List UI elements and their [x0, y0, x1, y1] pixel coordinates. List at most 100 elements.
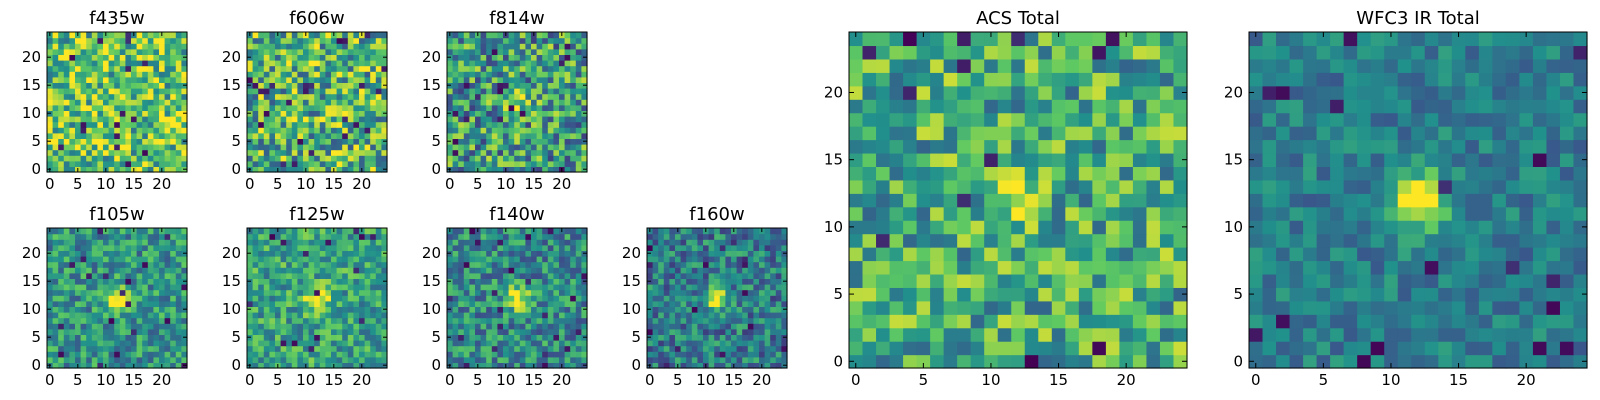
heatmap-cell: [170, 60, 177, 67]
heatmap-cell: [303, 76, 310, 83]
heatmap-cell: [252, 284, 259, 291]
heatmap-cell: [297, 256, 304, 263]
heatmap-cell: [663, 233, 670, 240]
heatmap-cell: [303, 345, 310, 352]
heatmap-cell: [463, 295, 470, 302]
heatmap-cell: [575, 37, 582, 44]
heatmap-cell: [480, 160, 487, 167]
heatmap-cell: [447, 88, 454, 95]
heatmap-cell: [258, 155, 265, 162]
heatmap-cell: [347, 54, 354, 61]
heatmap-cell: [263, 127, 270, 134]
heatmap-cell: [547, 121, 554, 128]
heatmap-cell: [876, 300, 891, 315]
heatmap-cell: [97, 160, 104, 167]
heatmap-cell: [119, 93, 126, 100]
heatmap-cell: [497, 317, 504, 324]
heatmap-cell: [559, 149, 566, 156]
heatmap-cell: [697, 323, 704, 330]
heatmap-cell: [131, 334, 138, 341]
heatmap-cell: [114, 93, 121, 100]
heatmap-cell: [943, 354, 958, 369]
heatmap-cell: [181, 300, 188, 307]
heatmap-cell: [75, 149, 82, 156]
heatmap-cell: [514, 88, 521, 95]
heatmap-cell: [108, 334, 115, 341]
heatmap-cell: [547, 32, 554, 39]
heatmap-cell: [331, 144, 338, 151]
heatmap-cell: [575, 48, 582, 55]
heatmap-cell: [108, 284, 115, 291]
heatmap-cell: [297, 32, 304, 39]
heatmap-cell: [486, 155, 493, 162]
heatmap-cell: [170, 71, 177, 78]
heatmap-cell: [452, 127, 459, 134]
heatmap-cell: [63, 43, 70, 50]
heatmap-cell: [175, 71, 182, 78]
heatmap-cell: [75, 295, 82, 302]
heatmap-cell: [1132, 273, 1148, 288]
heatmap-cell: [1159, 300, 1175, 315]
heatmap-cell: [47, 351, 54, 358]
heatmap-cell: [297, 267, 304, 274]
heatmap-cell: [491, 43, 498, 50]
heatmap-cell: [781, 345, 788, 352]
heatmap-cell: [570, 82, 577, 89]
heatmap-cell: [486, 99, 493, 106]
heatmap-cell: [119, 116, 126, 123]
heatmap-cell: [575, 88, 582, 95]
heatmap-cell: [381, 312, 388, 319]
heatmap-cell: [136, 244, 143, 251]
heatmap-cell: [269, 256, 276, 263]
heatmap-cell: [69, 340, 76, 347]
panel-title: f606w: [289, 8, 344, 29]
heatmap-cell: [1024, 260, 1039, 275]
heatmap-cell: [52, 317, 59, 324]
heatmap-cell: [703, 340, 710, 347]
heatmap-cell: [131, 256, 138, 263]
heatmap-cell: [658, 250, 665, 257]
heatmap-cell: [52, 312, 59, 319]
heatmap-cell: [303, 328, 310, 335]
heatmap-cell: [581, 300, 588, 307]
heatmap-cell: [747, 233, 754, 240]
heatmap-cell: [175, 54, 182, 61]
heatmap-cell: [252, 340, 259, 347]
heatmap-cell: [536, 233, 543, 240]
heatmap-cell: [775, 306, 782, 313]
heatmap-cell: [131, 104, 138, 111]
heatmap-cell: [359, 340, 366, 347]
heatmap-cell: [876, 354, 891, 369]
heatmap-cell: [80, 362, 87, 369]
heatmap-cell: [469, 88, 476, 95]
heatmap-cell: [531, 289, 538, 296]
heatmap-cell: [247, 312, 254, 319]
heatmap-cell: [125, 121, 132, 128]
heatmap-cell: [553, 300, 560, 307]
heatmap-cell: [175, 88, 182, 95]
heatmap-cell: [159, 104, 166, 111]
heatmap-cell: [63, 65, 70, 72]
heatmap-cell: [375, 37, 382, 44]
heatmap-cell: [747, 284, 754, 291]
heatmap-cell: [91, 300, 98, 307]
heatmap-cell: [957, 341, 972, 356]
heatmap-cell: [258, 160, 265, 167]
heatmap-cell: [652, 328, 659, 335]
heatmap-cell: [759, 278, 766, 285]
heatmap-cell: [536, 306, 543, 313]
heatmap-cell: [452, 144, 459, 151]
heatmap-cell: [175, 300, 182, 307]
heatmap-cell: [463, 32, 470, 39]
heatmap-cell: [463, 267, 470, 274]
y-tick-label: 5: [631, 328, 641, 346]
heatmap-cell: [69, 104, 76, 111]
heatmap-cell: [63, 138, 70, 145]
heatmap-cell: [297, 317, 304, 324]
heatmap-cell: [559, 71, 566, 78]
heatmap-cell: [325, 306, 332, 313]
heatmap-cell: [181, 239, 188, 246]
heatmap-cell: [1146, 260, 1161, 275]
heatmap-cell: [325, 284, 332, 291]
heatmap-cell: [286, 127, 293, 134]
